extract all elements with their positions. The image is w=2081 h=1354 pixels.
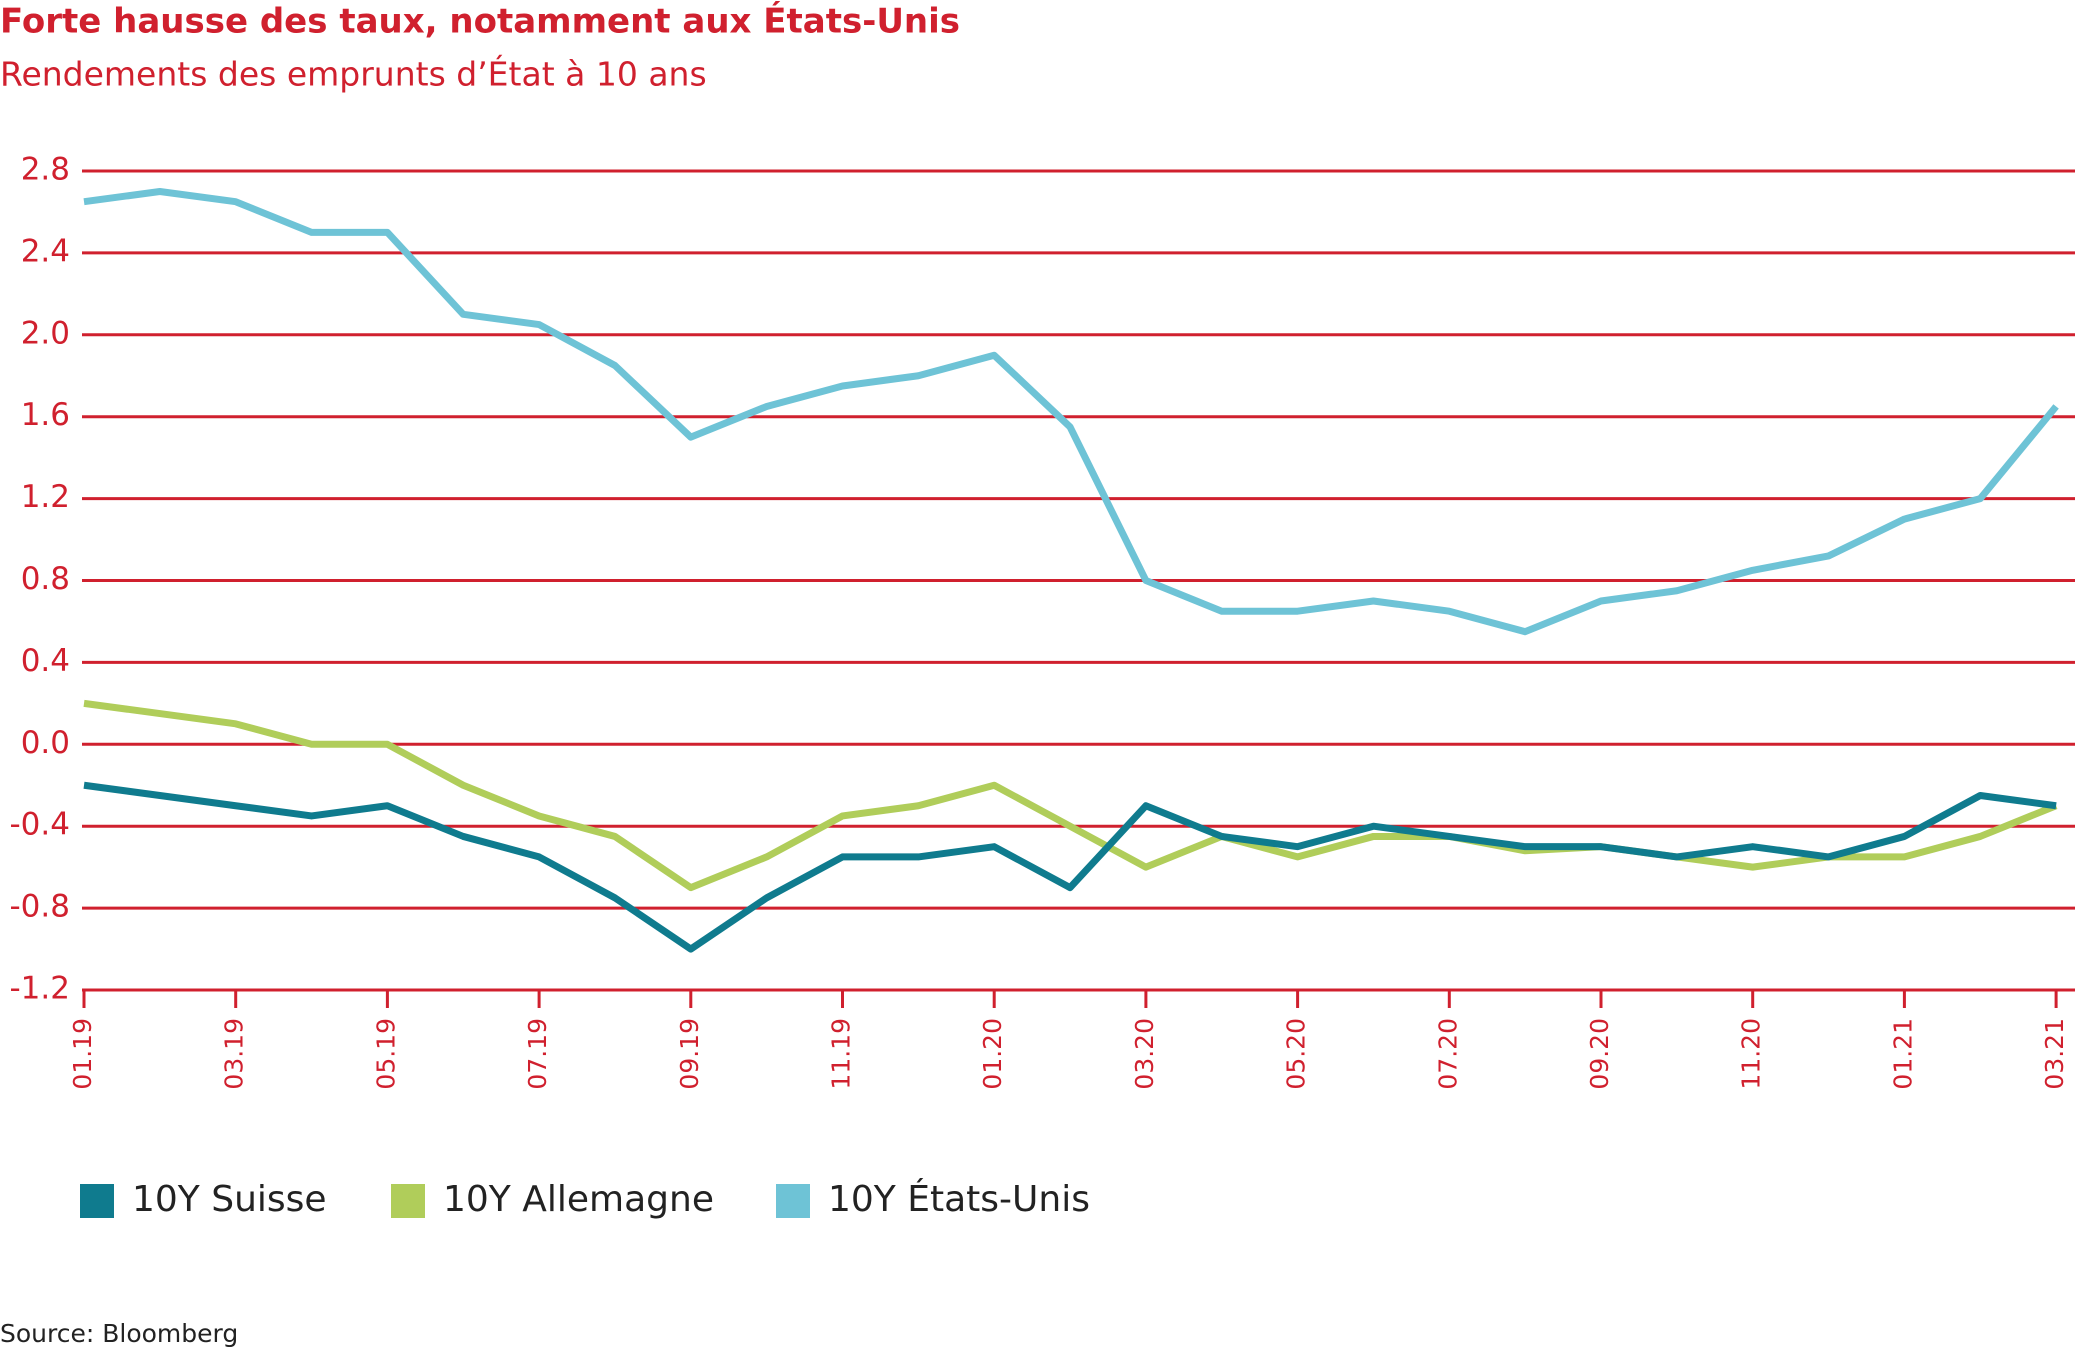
y-tick-label: -0.8 [10,889,71,925]
x-tick-label: 03.20 [1130,1018,1159,1090]
x-tick-label: 11.20 [1737,1018,1766,1090]
x-tick-label: 07.19 [523,1018,552,1090]
x-tick-label: 05.19 [371,1018,400,1090]
y-tick-label: 2.0 [21,315,70,351]
chart-title: Forte hausse des taux, notamment aux Éta… [0,1,960,42]
y-tick-label: 2.4 [21,233,70,269]
x-tick-label: 11.19 [827,1018,856,1090]
legend-label: 10Y Suisse [132,1179,327,1220]
x-tick-label: 05.20 [1282,1018,1311,1090]
series-line [83,781,2057,953]
x-tick-label: 01.19 [68,1018,97,1090]
x-tick-label: 09.19 [675,1018,704,1090]
series-line [83,699,2058,892]
x-tick-label: 01.20 [978,1018,1007,1090]
y-tick-label: 2.8 [21,152,70,188]
y-tick-label: 1.6 [21,397,70,433]
legend-swatch [391,1184,425,1218]
legend-swatch [80,1184,114,1218]
legend-label: 10Y Allemagne [443,1179,714,1220]
y-tick-label: -1.2 [10,971,71,1007]
x-tick-label: 09.20 [1585,1018,1614,1090]
y-tick-label: 0.8 [21,561,70,597]
y-tick-label: -0.4 [10,807,71,843]
y-tick-label: 0.4 [21,643,70,679]
chart-subtitle: Rendements des emprunts d’État à 10 ans [0,54,707,94]
x-tick-label: 03.19 [220,1018,249,1090]
source: Source: Bloomberg [0,1319,238,1348]
x-tick-label: 01.21 [1888,1018,1917,1090]
legend-label: 10Y États-Unis [828,1178,1090,1220]
x-tick-label: 03.21 [2040,1018,2069,1090]
x-tick-label: 07.20 [1433,1018,1462,1090]
legend-swatch [776,1184,810,1218]
y-tick-label: 1.2 [21,479,70,515]
y-tick-label: 0.0 [21,725,70,761]
series-line [83,187,2059,636]
